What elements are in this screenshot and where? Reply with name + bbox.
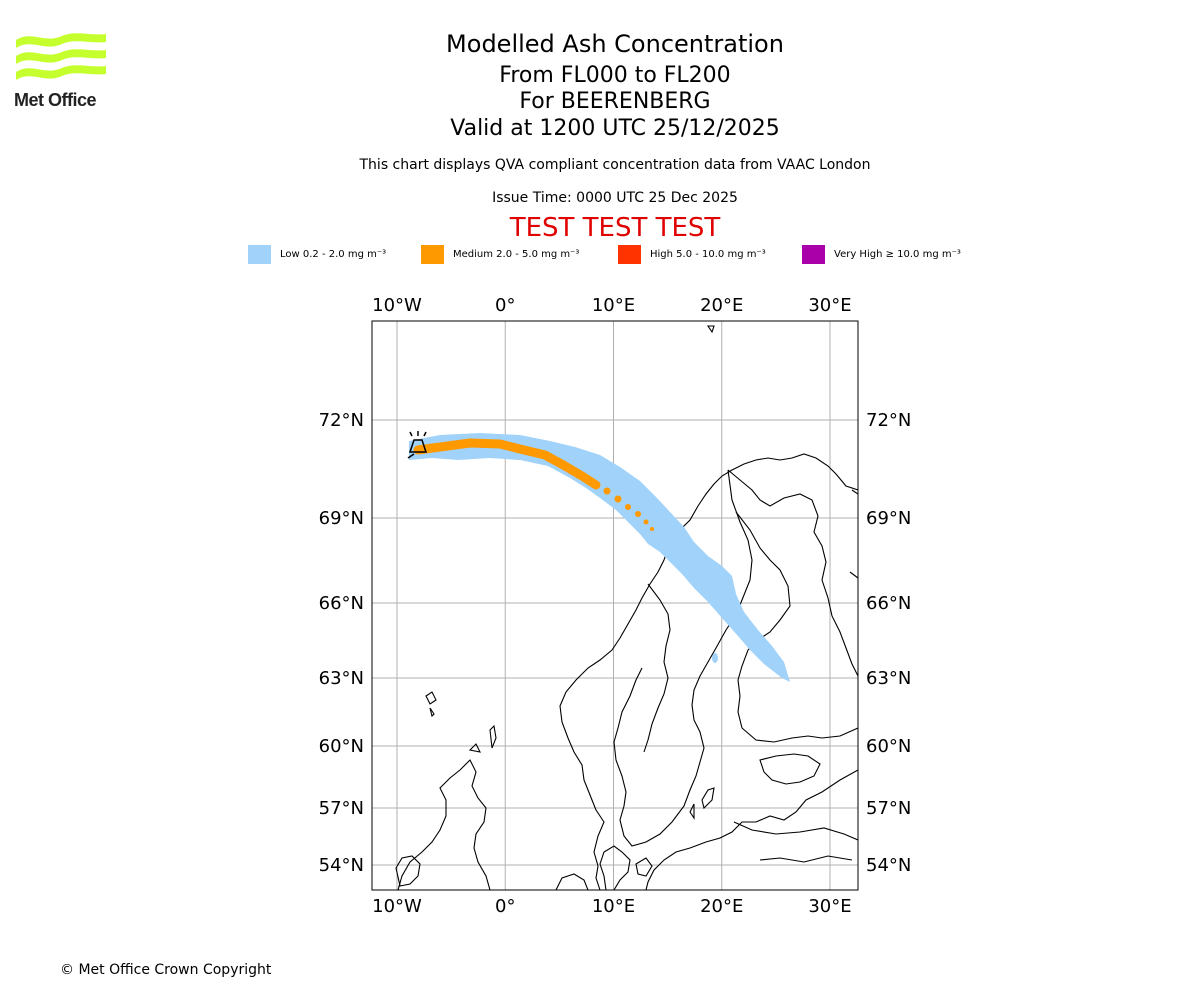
lon-label-top: 10°E xyxy=(592,295,635,316)
coastline-finland xyxy=(735,511,858,743)
border-sweden-finland xyxy=(727,469,858,677)
lat-label-left: 54°N xyxy=(319,855,364,876)
coastline-estonia xyxy=(759,753,821,785)
map-gridlines xyxy=(372,321,858,890)
lon-label-bottom: 30°E xyxy=(808,896,851,917)
coastline-sweden xyxy=(613,469,753,847)
lat-label-right: 57°N xyxy=(866,798,911,819)
map-content xyxy=(395,325,858,890)
lon-label-bottom: 10°W xyxy=(372,896,422,917)
lon-label-top: 20°E xyxy=(700,295,743,316)
chart-title: Modelled Ash Concentration xyxy=(446,30,784,58)
chart-description: This chart displays QVA compliant concen… xyxy=(359,157,871,173)
lat-label-left: 66°N xyxy=(319,593,364,614)
legend-item-high: High 5.0 - 10.0 mg m⁻³ xyxy=(618,244,766,264)
legend-item-low: Low 0.2 - 2.0 mg m⁻³ xyxy=(248,244,386,264)
border-norway-sweden xyxy=(643,583,671,753)
map-frame xyxy=(371,320,859,891)
ash-medium-region xyxy=(413,438,601,490)
legend-swatch-medium xyxy=(421,244,444,264)
coastline-baltic-south xyxy=(645,769,858,890)
lon-label-bottom: 20°E xyxy=(700,896,743,917)
legend-swatch-high xyxy=(618,244,641,264)
lon-label-bottom: 0° xyxy=(495,896,515,917)
copyright-notice: © Met Office Crown Copyright xyxy=(60,962,272,978)
lon-label-top: 30°E xyxy=(808,295,851,316)
legend-item-medium: Medium 2.0 - 5.0 mg m⁻³ xyxy=(421,244,579,264)
coastline-great-britain xyxy=(397,759,491,890)
coastline-norway xyxy=(559,453,858,890)
lon-label-top: 0° xyxy=(495,295,515,316)
coastlines xyxy=(395,325,858,890)
issue-time: Issue Time: 0000 UTC 25 Dec 2025 xyxy=(492,190,738,206)
border-baltic xyxy=(733,821,858,863)
coastline-ireland xyxy=(395,855,421,887)
coastline-bear-island xyxy=(706,325,715,334)
met-office-waves-icon xyxy=(16,33,106,80)
coastline-kola xyxy=(849,489,858,579)
map-tick-labels: 10°W 10°W 0° 0° 10°E 10°E 20°E 20°E 30°E 30°E 72°N… xyxy=(319,295,912,917)
legend-label-medium: Medium 2.0 - 5.0 mg m⁻³ xyxy=(453,248,580,260)
volcano-icon xyxy=(407,431,428,459)
lon-label-top: 10°W xyxy=(372,295,422,316)
coastline-denmark xyxy=(599,845,653,890)
legend-label-very-high: Very High ≥ 10.0 mg m⁻³ xyxy=(834,248,961,260)
lat-label-right: 54°N xyxy=(866,855,911,876)
valid-time: Valid at 1200 UTC 25/12/2025 xyxy=(450,116,780,141)
lon-label-bottom: 10°E xyxy=(592,896,635,917)
lat-label-right: 66°N xyxy=(866,593,911,614)
lat-label-right: 69°N xyxy=(866,508,911,529)
lat-label-left: 69°N xyxy=(319,508,364,529)
legend-swatch-very-high xyxy=(802,244,825,264)
test-banner: TEST TEST TEST xyxy=(509,213,721,243)
ash-medium-dots xyxy=(603,487,654,531)
legend-item-very-high: Very High ≥ 10.0 mg m⁻³ xyxy=(802,244,961,264)
coastline-gotland xyxy=(701,787,715,810)
legend-swatch-low xyxy=(248,244,271,264)
coastline-oland xyxy=(689,803,695,820)
logo-text: Met Office xyxy=(14,90,97,110)
flight-level-range: From FL000 to FL200 xyxy=(499,63,731,88)
lat-label-left: 60°N xyxy=(319,736,364,757)
coastline-orkney-shetland xyxy=(468,724,497,753)
lat-label-left: 63°N xyxy=(319,668,364,689)
ash-low-patch xyxy=(712,653,718,663)
legend-label-low: Low 0.2 - 2.0 mg m⁻³ xyxy=(280,248,387,260)
lat-label-right: 60°N xyxy=(866,736,911,757)
lat-label-left: 57°N xyxy=(319,798,364,819)
lat-label-right: 72°N xyxy=(866,410,911,431)
ash-low-region xyxy=(409,433,790,682)
coastline-faroe-islands xyxy=(425,691,437,718)
coastline-north-sea xyxy=(555,873,589,890)
lat-label-right: 63°N xyxy=(866,668,911,689)
volcano-name: For BEERENBERG xyxy=(519,89,711,114)
legend-label-high: High 5.0 - 10.0 mg m⁻³ xyxy=(650,248,766,260)
met-office-logo: Met Office xyxy=(14,30,109,112)
lat-label-left: 72°N xyxy=(319,410,364,431)
